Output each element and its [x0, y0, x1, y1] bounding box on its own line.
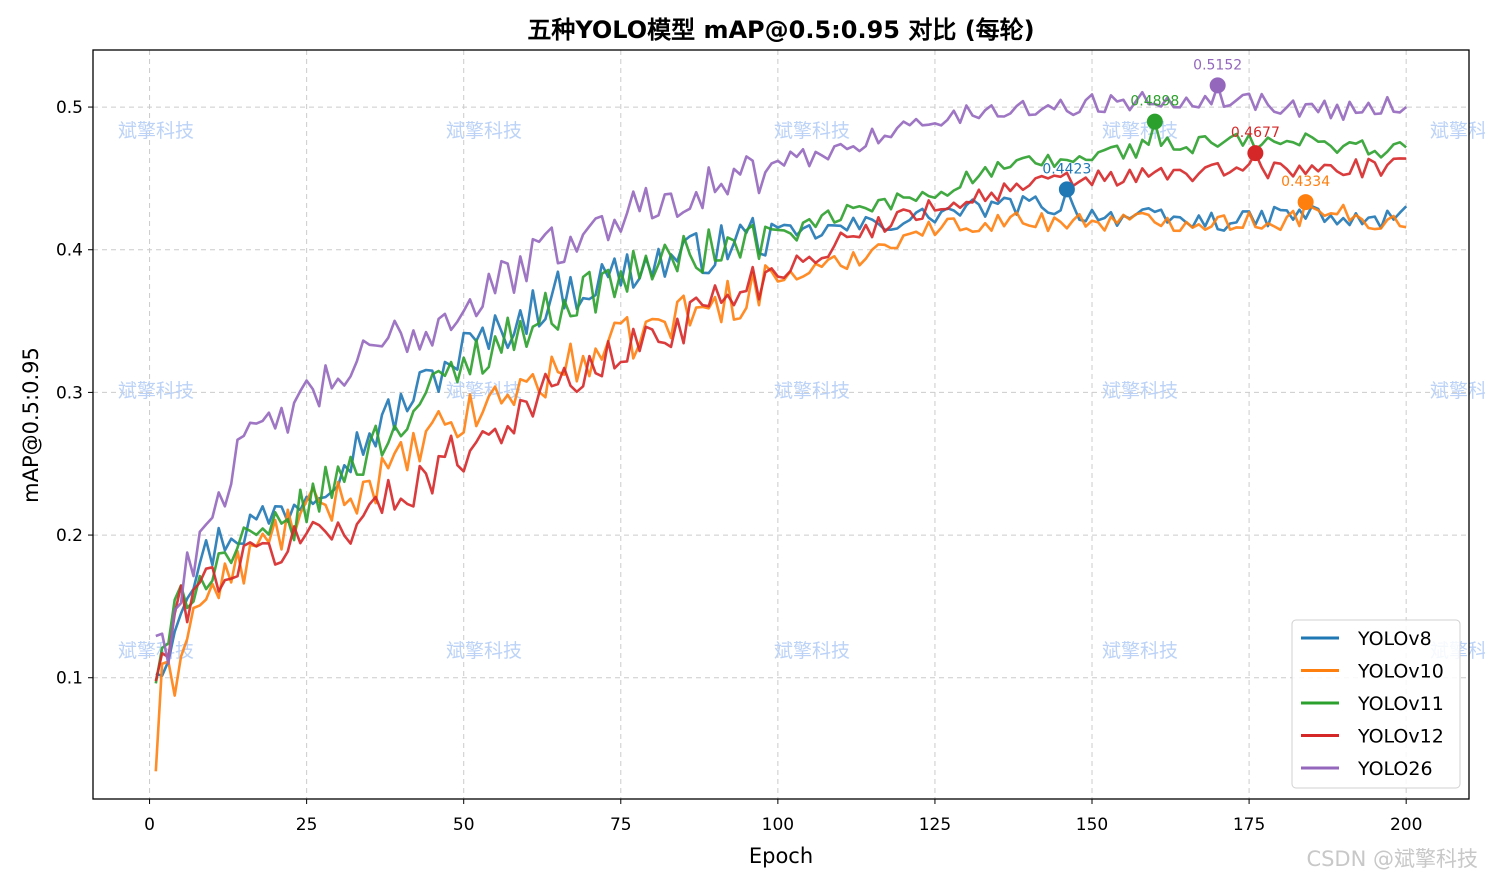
series-line-yolo26 [155, 84, 1408, 666]
x-tick-label: 25 [296, 815, 318, 835]
watermark-text: 斌擎科技 [446, 380, 522, 402]
watermark-text: 斌擎科技 [446, 120, 522, 142]
y-axis-label: mAP@0.5:0.95 [19, 347, 43, 503]
best-point-yolov8 [1058, 181, 1075, 198]
legend-label-yolov12: YOLOv12 [1357, 726, 1444, 748]
watermarks: 斌擎科技斌擎科技斌擎科技斌擎科技斌擎科技斌擎科技斌擎科技斌擎科技斌擎科技斌擎科技… [118, 120, 1485, 662]
x-tick-label: 50 [453, 815, 475, 835]
watermark-text: 斌擎科技 [774, 640, 850, 662]
legend-box [1291, 619, 1461, 789]
best-point-yolov12 [1247, 145, 1264, 162]
x-tick-label: 75 [610, 815, 632, 835]
best-point-yolov11 [1146, 113, 1163, 130]
y-tick-label: 0.5 [56, 98, 83, 118]
y-tick-label: 0.4 [56, 241, 83, 261]
series-line-yolov12 [154, 151, 1407, 682]
best-markers: 0.4423 0.4334 0.4898 0.4677 0.5152 [1042, 57, 1330, 211]
best-value-label: 0.4334 [1281, 174, 1330, 190]
watermark-text: 斌擎科技 [774, 120, 850, 142]
plot-area [92, 49, 1470, 800]
x-tick-label: 200 [1390, 815, 1422, 835]
x-axis-label: Epoch [749, 844, 813, 868]
series-line-yolov10 [154, 200, 1407, 772]
best-value-label: 0.4423 [1042, 161, 1091, 177]
watermark-text: 斌擎科技 [1102, 640, 1178, 662]
series-lines [154, 84, 1408, 772]
legend-label-yolov11: YOLOv11 [1357, 693, 1444, 715]
axis-ticks: 0 25 50 75 100 125 150 175 200 0.1 0.2 0.3 0.4 0.5 [56, 98, 1422, 835]
legend-label-yolov10: YOLOv10 [1357, 661, 1444, 683]
x-tick-label: 100 [762, 815, 794, 835]
watermark-text: 斌擎科技 [1430, 120, 1485, 142]
x-tick-label: 175 [1233, 815, 1265, 835]
legend: YOLOv8 YOLOv10 YOLOv11 YOLOv12 YOLO26 [1291, 619, 1461, 789]
best-point-yolo26 [1209, 77, 1226, 94]
best-value-label: 0.4898 [1130, 94, 1179, 110]
csdn-credit: CSDN @斌擎科技 [1306, 847, 1478, 871]
y-tick-label: 0.2 [56, 526, 83, 546]
legend-label-yolov8: YOLOv8 [1357, 628, 1432, 650]
legend-label-yolo26: YOLO26 [1357, 758, 1433, 780]
x-tick-label: 125 [919, 815, 951, 835]
series-line-yolov8 [155, 188, 1408, 678]
watermark-text: 斌擎科技 [446, 640, 522, 662]
watermark-text: 斌擎科技 [118, 120, 194, 142]
watermark-text: 斌擎科技 [1102, 380, 1178, 402]
x-tick-label: 0 [144, 815, 155, 835]
watermark-text: 斌擎科技 [118, 380, 194, 402]
y-tick-label: 0.1 [56, 669, 83, 689]
watermark-text: 斌擎科技 [774, 380, 850, 402]
y-tick-label: 0.3 [56, 383, 83, 403]
best-value-label: 0.4677 [1231, 125, 1280, 141]
series-line-yolov11 [154, 120, 1408, 684]
watermark-text: 斌擎科技 [118, 640, 194, 662]
watermark-text: 斌擎科技 [1430, 380, 1485, 402]
best-value-label: 0.5152 [1193, 57, 1242, 73]
chart-title: 五种YOLO模型 mAP@0.5:0.95 对比 (每轮) [527, 16, 1034, 44]
best-point-yolov10 [1297, 194, 1314, 211]
x-tick-label: 150 [1076, 815, 1108, 835]
